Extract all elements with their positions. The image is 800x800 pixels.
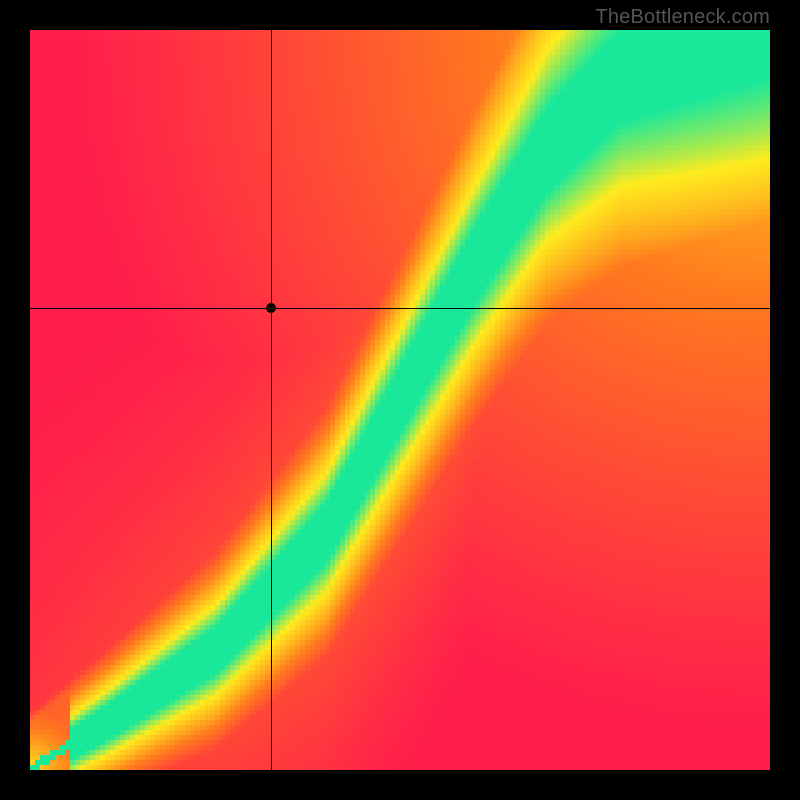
heatmap-canvas [30, 30, 770, 770]
watermark-text: TheBottleneck.com [595, 6, 770, 29]
marker-dot [266, 303, 276, 313]
crosshair-horizontal [30, 308, 770, 309]
chart-container: TheBottleneck.com [0, 0, 800, 800]
crosshair-vertical [271, 30, 272, 770]
plot-area [30, 30, 770, 770]
